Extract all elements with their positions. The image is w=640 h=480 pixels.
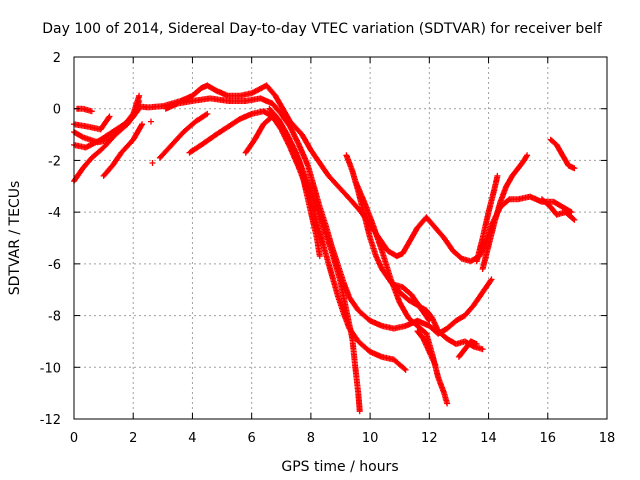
- x-tick-label: 2: [129, 431, 137, 446]
- series-trace-m: [266, 105, 363, 415]
- x-tick-label: 8: [307, 431, 315, 446]
- series-trace-t: [538, 196, 578, 223]
- series-trace-s: [473, 172, 501, 265]
- plus-markers: [162, 95, 495, 337]
- series-trace-e: [100, 121, 146, 179]
- x-tick-label: 18: [599, 431, 616, 446]
- series-trace-r: [479, 152, 531, 272]
- series-trace-f: [74, 105, 95, 115]
- y-tick-label: -10: [40, 361, 61, 376]
- y-tick-label: -2: [48, 154, 61, 169]
- x-tick-label: 10: [362, 431, 379, 446]
- series-trace-p: [414, 328, 439, 368]
- grid-lines: [74, 57, 607, 419]
- plus-markers: [390, 281, 433, 324]
- x-tick-label: 0: [70, 431, 78, 446]
- x-tick-label: 6: [248, 431, 256, 446]
- series-trace-v: [390, 281, 433, 324]
- plus-markers: [455, 338, 480, 360]
- series-trace-d: [71, 113, 113, 133]
- plus-markers: [479, 152, 531, 272]
- plus-markers: [538, 196, 578, 223]
- plus-markers: [547, 136, 578, 172]
- axis-ticks: 0 2 4 6 8 10 12 14 16 18 -12 -10 -8 -6 -4 -2 0 2: [40, 51, 616, 446]
- plus-markers: [414, 328, 439, 368]
- y-tick-label: -8: [48, 310, 61, 325]
- y-axis-label: SDTVAR / TECUs: [7, 181, 23, 296]
- plus-markers: [266, 105, 363, 415]
- plus-markers: [71, 113, 113, 133]
- plus-markers: [74, 105, 95, 115]
- x-tick-label: 12: [421, 431, 438, 446]
- data-points: [71, 82, 578, 415]
- y-tick-label: 0: [53, 103, 61, 118]
- plus-markers: [473, 172, 501, 265]
- y-tick-label: 2: [53, 51, 61, 66]
- x-axis-label: GPS time / hours: [281, 459, 398, 475]
- x-tick-label: 16: [540, 431, 557, 446]
- y-tick-label: -6: [48, 258, 61, 273]
- x-tick-label: 14: [480, 431, 497, 446]
- series-trace-u: [547, 136, 578, 172]
- plus-markers: [148, 118, 156, 166]
- chart-title: Day 100 of 2014, Sidereal Day-to-day VTE…: [42, 21, 603, 37]
- series-trace-j: [162, 95, 495, 337]
- x-tick-label: 4: [188, 431, 196, 446]
- series-trace-g: [148, 118, 156, 166]
- y-tick-label: -12: [40, 413, 61, 428]
- plus-markers: [156, 110, 211, 161]
- plus-markers: [100, 121, 146, 179]
- series-trace-q: [455, 338, 480, 360]
- series-trace-h: [156, 110, 211, 161]
- y-tick-label: -4: [48, 206, 61, 221]
- plot-frame: [73, 56, 608, 420]
